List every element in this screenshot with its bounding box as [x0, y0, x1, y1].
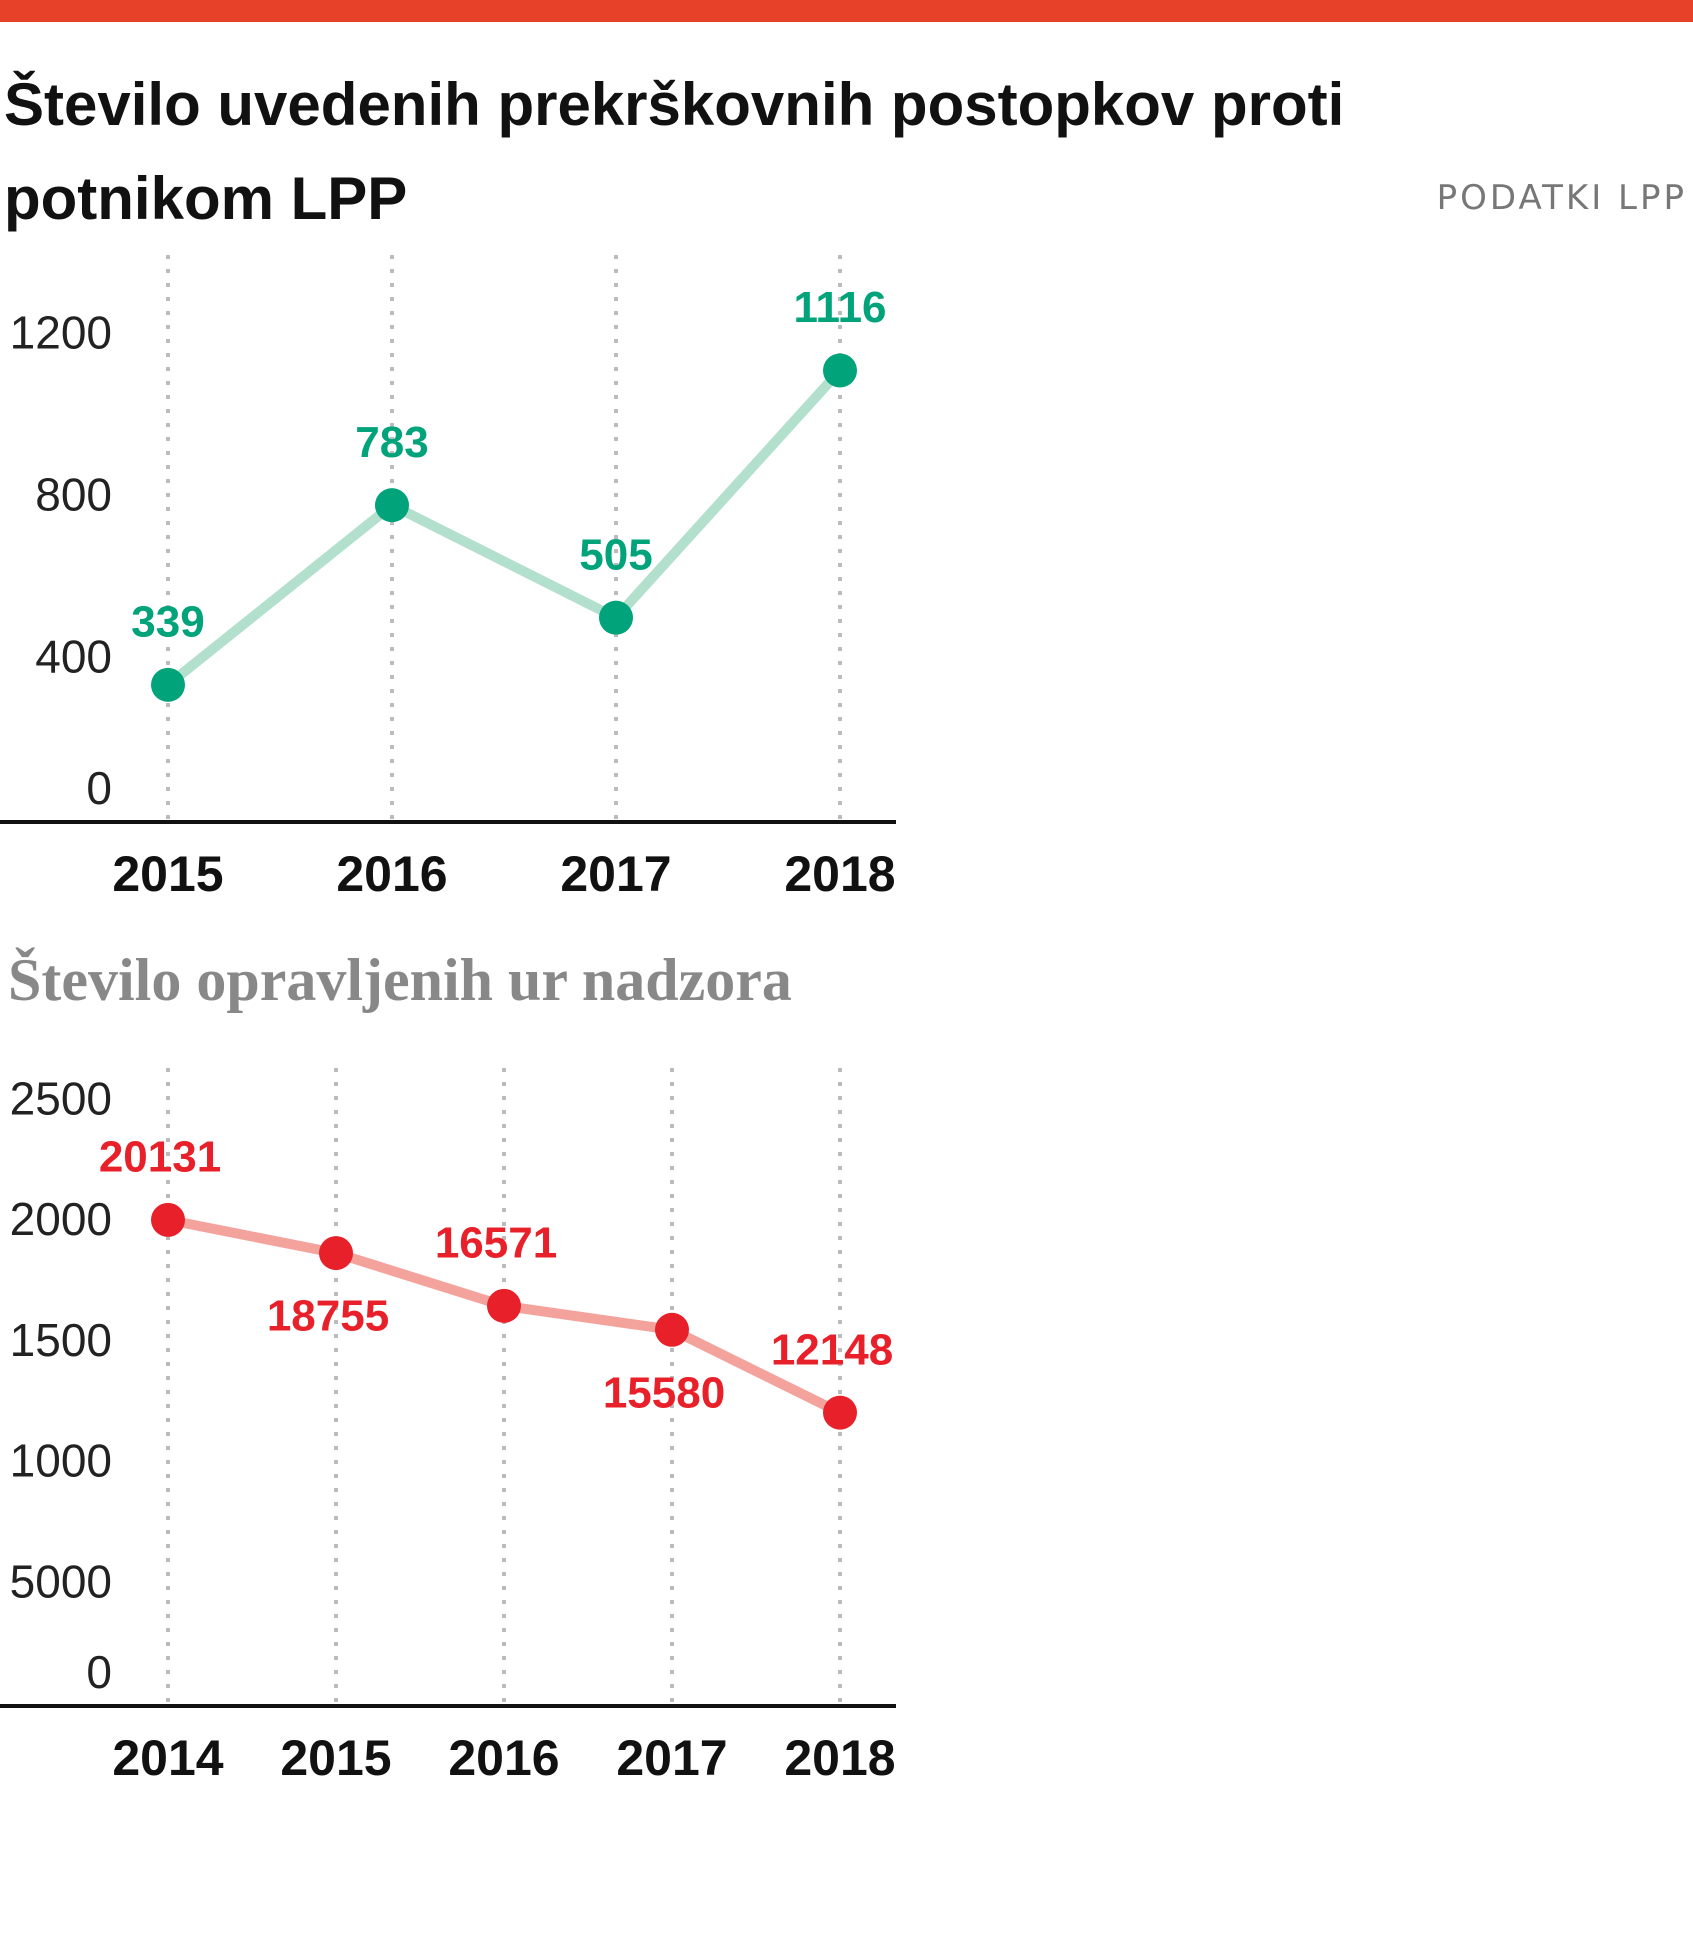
- data-label: 18755: [267, 1292, 389, 1341]
- point: [823, 1395, 857, 1430]
- point: [655, 1312, 689, 1347]
- point: [151, 1202, 185, 1237]
- data-label: 1116: [793, 283, 886, 332]
- top-bar: [0, 0, 1693, 22]
- data-label: 20131: [99, 1132, 221, 1181]
- point: [319, 1236, 353, 1271]
- x-tick-label: 2017: [560, 846, 671, 902]
- x-tick-label: 2015: [112, 846, 223, 902]
- y-tick-label: 1200: [10, 307, 112, 359]
- y-tick-label: 5000: [10, 1555, 112, 1607]
- y-tick-label: 800: [35, 468, 112, 520]
- point: [375, 488, 409, 523]
- point: [823, 353, 857, 388]
- x-tick-label: 2018: [784, 846, 895, 902]
- point: [151, 667, 185, 702]
- y-tick-label: 400: [35, 630, 112, 682]
- x-tick-label: 2014: [112, 1730, 223, 1786]
- x-tick-label: 2018: [784, 1730, 895, 1786]
- point: [599, 600, 633, 635]
- chart-title: Število opravljenih ur nadzora: [8, 947, 792, 1013]
- source: PODATKI LPP: [1436, 178, 1687, 218]
- chart-title: Število uvedenih prekrškovnih postopkov …: [4, 71, 1345, 232]
- y-tick-label: 2000: [10, 1193, 112, 1245]
- x-tick-label: 2016: [448, 1730, 559, 1786]
- data-label: 16571: [435, 1218, 557, 1267]
- series-line: [164, 367, 844, 689]
- y-tick-label: 0: [86, 1646, 112, 1698]
- data-label: 339: [131, 597, 204, 646]
- y-tick-label: 1500: [10, 1314, 112, 1366]
- y-tick-label: 1000: [10, 1435, 112, 1487]
- y-tick-label: 0: [86, 762, 112, 814]
- y-tick-label: 2500: [10, 1072, 112, 1124]
- x-tick-label: 2016: [336, 846, 447, 902]
- data-label: 505: [579, 530, 652, 579]
- data-label: 15580: [603, 1368, 725, 1417]
- data-label: 12148: [771, 1325, 893, 1374]
- x-tick-label: 2017: [616, 1730, 727, 1786]
- point: [487, 1288, 521, 1323]
- x-tick-label: 2015: [280, 1730, 391, 1786]
- data-label: 783: [355, 418, 428, 467]
